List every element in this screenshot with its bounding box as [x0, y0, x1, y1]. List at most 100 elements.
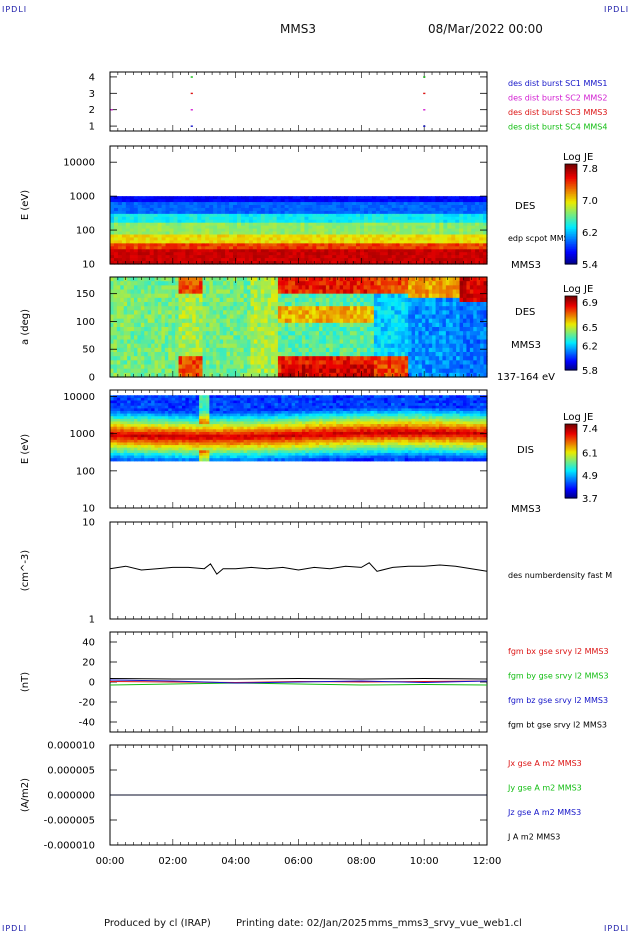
- legend-current-1: Jy gse A m2 MMS3: [507, 784, 582, 793]
- x-tick-label-1: 02:00: [158, 856, 187, 867]
- panel-1-ytick-2: 3: [89, 89, 95, 100]
- date-title: 08/Mar/2022 00:00: [428, 22, 543, 36]
- panel-7-ytick-0: -0.000010: [44, 841, 95, 852]
- panel-6-ticks: [109, 632, 488, 732]
- panel-4-ytick-0: 10: [82, 504, 95, 515]
- panel-1-ytick-0: 1: [89, 122, 95, 133]
- legend-density: des numberdensity fast M: [508, 571, 612, 580]
- colorbar-panel-3-tick-2: 6.2: [582, 341, 598, 352]
- des-pitch-angle-spectrogram: [110, 277, 488, 378]
- colorbar-panel-2-title: Log JE: [563, 152, 593, 163]
- availability-mark-2-0: [190, 92, 193, 95]
- panel-7-ytick-4: 0.000010: [47, 741, 95, 752]
- legend-avail-2: des dist burst SC3 MMS3: [508, 108, 607, 117]
- availability-mark-1-0: [110, 109, 113, 111]
- spacecraft-title: MMS3: [280, 22, 316, 36]
- availability-mark-1-1: [190, 109, 193, 111]
- panel-3-label-energy: 137-164 eV: [497, 372, 555, 383]
- panel-4-ticks: [109, 390, 488, 508]
- dis-energy-spectrogram: [110, 395, 488, 462]
- panel-5-ylabel: (cm^-3): [20, 550, 31, 591]
- colorbar-panel-4-tick-3: 3.7: [582, 494, 598, 505]
- density-line: [109, 562, 488, 575]
- x-tick-label-2: 04:00: [221, 856, 250, 867]
- legend-current-2: Jz gse A m2 MMS3: [507, 808, 581, 817]
- fgm-line-3: [109, 677, 488, 680]
- legend-avail-1: des dist burst SC2 MMS2: [508, 94, 607, 103]
- panel-6-ytick-2: 0: [89, 678, 95, 689]
- colorbar-panel-4: Log JE7.4 6.1 4.9 3.7: [563, 412, 598, 505]
- panel-3-ytick-0: 0: [89, 373, 95, 384]
- panel-3-label-des: DES: [515, 307, 535, 318]
- panel-5-ytick-1: 10: [82, 518, 95, 529]
- legend-fgm-3: fgm bt gse srvy l2 MMS3: [508, 721, 607, 730]
- fgm-line-1: [109, 682, 488, 686]
- legend-avail-3: des dist burst SC4 MMS4: [508, 123, 607, 132]
- footer-producer: Produced by cl (IRAP): [104, 918, 211, 929]
- footer-printing-date: Printing date: 02/Jan/2025: [236, 918, 368, 929]
- colorbar-panel-2-tick-0: 7.8: [582, 164, 598, 175]
- panel-6-ytick-3: 20: [82, 658, 95, 669]
- colorbar-panel-4-tick-0: 7.4: [582, 424, 598, 435]
- corner-label-top-left: IPDLI: [2, 5, 28, 14]
- panel-5-ytick-0: 1: [89, 615, 95, 626]
- colorbar-panel-4-title: Log JE: [563, 412, 593, 423]
- availability-mark-3-1: [423, 76, 426, 78]
- x-tick-label-3: 06:00: [284, 856, 313, 867]
- colorbar-panel-3-tick-0: 6.9: [582, 298, 598, 309]
- legend-fgm-1: fgm by gse srvy l2 MMS3: [508, 672, 609, 681]
- availability-mark-2-1: [423, 92, 426, 95]
- panel-2-ytick-2: 1000: [70, 192, 95, 203]
- panel-2-label-des: DES: [515, 201, 535, 212]
- corner-label-top-right: IPDLI: [604, 5, 630, 14]
- colorbar-panel-2: Log JE7.8 7.0 6.2 5.4: [563, 152, 598, 271]
- colorbar-panel-2-tick-3: 5.4: [582, 260, 598, 271]
- colorbar-panel-4-tick-1: 6.1: [582, 448, 598, 459]
- panel-2-ytick-1: 100: [76, 226, 95, 237]
- panel-2-ytick-0: 10: [82, 260, 95, 271]
- x-tick-label-0: 00:00: [96, 856, 125, 867]
- colorbar-panel-3-tick-3: 5.8: [582, 366, 598, 377]
- availability-mark-3-0: [190, 76, 193, 78]
- panel-2-ticks: [109, 146, 488, 264]
- panel-4-ytick-3: 10000: [63, 392, 95, 403]
- panel-1-frame: [109, 71, 488, 132]
- corner-label-bottom-left: IPDLI: [2, 924, 28, 933]
- panel-4-label-dis: DIS: [517, 445, 534, 456]
- legend-fgm-0: fgm bx gse srvy l2 MMS3: [508, 647, 609, 656]
- colorbar-panel-2-tick-2: 6.2: [582, 228, 598, 239]
- availability-mark-0-1: [423, 125, 426, 127]
- panel-6-ytick-4: 40: [82, 638, 95, 649]
- panel-4-ytick-1: 100: [76, 466, 95, 477]
- panel-1-ticks: [109, 72, 488, 131]
- x-tick-label-4: 08:00: [347, 856, 376, 867]
- panel-3-ticks: [109, 277, 488, 377]
- panel-2-ylabel: E (eV): [20, 190, 31, 220]
- colorbar-panel-3-title: Log JE: [563, 284, 593, 295]
- panel-1-ytick-1: 2: [89, 105, 95, 116]
- x-tick-label-5: 10:00: [410, 856, 439, 867]
- panel-4-label-mms3: MMS3: [511, 504, 541, 515]
- panel-3-ytick-1: 50: [82, 345, 95, 356]
- panel-4-ytick-2: 1000: [70, 429, 95, 440]
- corner-label-bottom-right: IPDLI: [604, 924, 630, 933]
- panel-3-ytick-3: 150: [76, 289, 95, 300]
- legend-fgm-2: fgm bz gse srvy l2 MMS3: [508, 696, 608, 705]
- panel-2-label-scpot: edp scpot MMS3: [508, 234, 574, 243]
- panel-7-ytick-2: 0.000000: [47, 791, 95, 802]
- availability-mark-1-2: [423, 109, 426, 111]
- panel-7-ytick-3: 0.000005: [47, 766, 95, 777]
- legend-current-3: J A m2 MMS3: [507, 833, 560, 842]
- colorbar-panel-3: Log JE 6.9 6.5 6.2 5.8: [563, 284, 598, 377]
- panel-7-ticks: [109, 745, 488, 845]
- panel-1-ytick-3: 4: [89, 72, 95, 83]
- panel-4-ylabel: E (eV): [20, 434, 31, 464]
- des-energy-spectrogram: [110, 196, 488, 265]
- legend-current-0: Jx gse A m2 MMS3: [507, 759, 582, 768]
- panel-6-ytick-1: -20: [79, 698, 95, 709]
- x-tick-label-6: 12:00: [473, 856, 502, 867]
- colorbar-panel-4-tick-2: 4.9: [582, 471, 598, 482]
- panel-3-ylabel: a (deg): [20, 309, 31, 345]
- panel-3-ytick-2: 100: [76, 317, 95, 328]
